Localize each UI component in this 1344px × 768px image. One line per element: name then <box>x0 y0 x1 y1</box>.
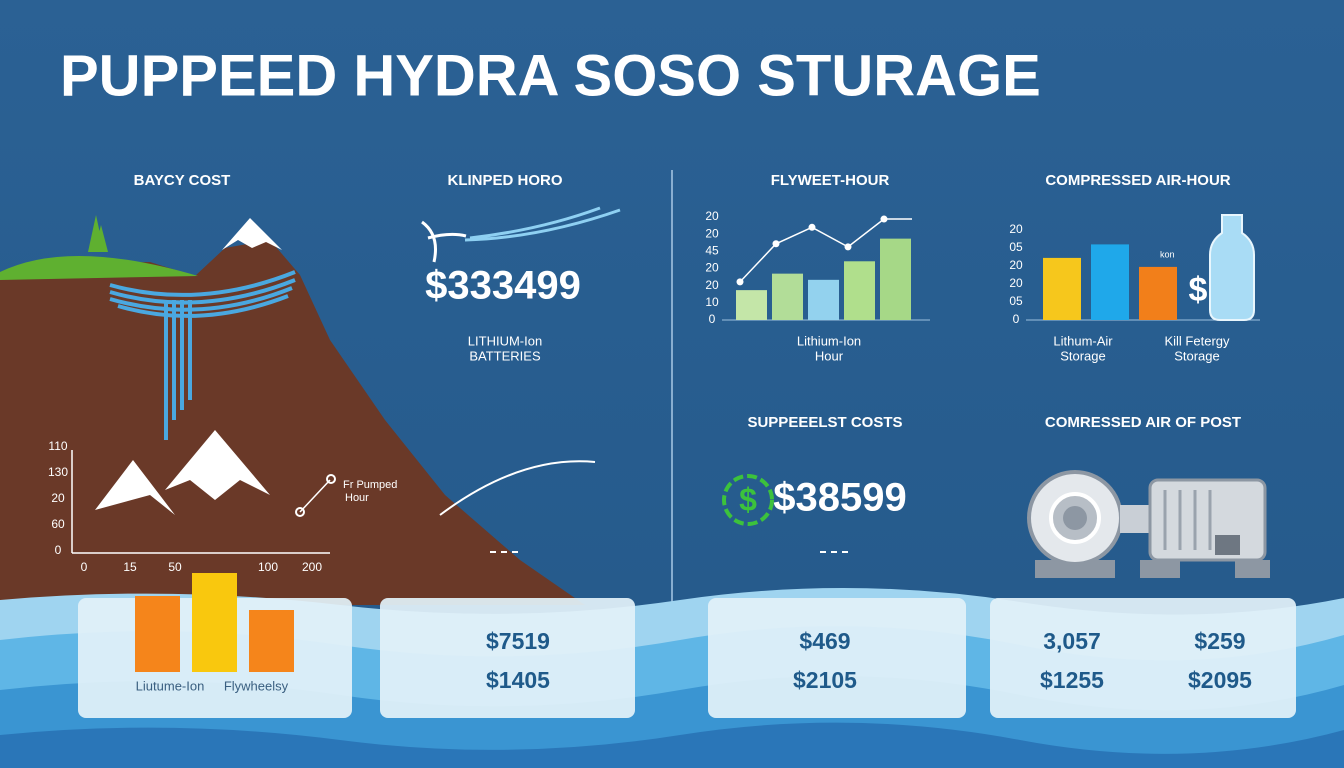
x-tick-label: 50 <box>168 560 182 574</box>
heading: COMRESSED AIR OF POST <box>1045 414 1241 431</box>
page-title: PUPPEED HYDRA SOSO STURAGE <box>60 43 1041 108</box>
big-value: $38599 <box>773 476 906 520</box>
card-value: $1255 <box>1040 667 1104 693</box>
trend-point <box>808 223 816 231</box>
heading: FLYWEET-HOUR <box>771 172 890 189</box>
card-value: $259 <box>1194 628 1245 654</box>
y-tick-label: 20 <box>705 278 719 292</box>
card-value: $7519 <box>486 628 550 654</box>
y-tick-label: 60 <box>51 517 65 531</box>
bar <box>844 261 875 320</box>
caption: Lithium-Ion <box>797 333 861 348</box>
bar-label: Flywheelsy <box>224 678 289 693</box>
card-value: $1405 <box>486 667 550 693</box>
bar <box>808 279 839 320</box>
y-tick-label: 05 <box>1009 294 1023 308</box>
note: kon <box>1160 249 1175 259</box>
mountain <box>0 170 850 612</box>
card-value: $469 <box>799 628 850 654</box>
y-tick-label: 0 <box>709 312 716 326</box>
y-tick-label: 20 <box>705 226 719 240</box>
bar <box>1139 266 1177 320</box>
heading: SUPPEEELST COSTS <box>747 414 902 431</box>
bar-label: Liutume-Ion <box>136 678 205 693</box>
caption: Lithum-Air <box>1053 333 1113 348</box>
dollar-icon-label: $ <box>739 481 757 517</box>
y-tick-label: 20 <box>705 261 719 275</box>
trend-point <box>736 278 744 286</box>
trend-point <box>772 240 780 248</box>
y-tick-label: 10 <box>705 295 719 309</box>
bar <box>736 290 767 320</box>
card-value: 3,057 <box>1043 628 1101 654</box>
caption: Hour <box>815 348 844 363</box>
y-tick-label: 45 <box>705 244 719 258</box>
trend-point <box>880 215 888 223</box>
caption: BATTERIES <box>469 348 541 363</box>
big-value: $333499 <box>425 264 581 308</box>
x-tick-label: 15 <box>123 560 137 574</box>
bar <box>1043 257 1081 320</box>
y-tick-label: 0 <box>1013 312 1020 326</box>
caption: Storage <box>1174 348 1220 363</box>
caption: Storage <box>1060 348 1106 363</box>
dollar-icon <box>722 474 774 526</box>
card-value: $2105 <box>793 667 857 693</box>
heading: COMPRESSED AIR-HOUR <box>1045 172 1230 189</box>
y-tick-label: 20 <box>705 209 719 223</box>
bar <box>772 273 803 320</box>
x-tick-label: 100 <box>258 560 278 574</box>
card-value: $2095 <box>1188 667 1252 693</box>
caption: LITHIUM-Ion <box>468 333 542 348</box>
y-tick-label: 05 <box>1009 240 1023 254</box>
annotation: Fr Pumped <box>343 479 397 491</box>
caption: Kill Fetergy <box>1164 333 1230 348</box>
y-tick-label: 130 <box>48 465 68 479</box>
bar <box>249 610 294 672</box>
y-tick-label: 20 <box>1009 222 1023 236</box>
dollar-sign: $ <box>1189 271 1208 309</box>
annotation: Hour <box>345 492 369 504</box>
compressor-illustration <box>1027 470 1270 578</box>
y-tick-label: 0 <box>55 543 62 557</box>
heading: BAYCY COST <box>134 172 231 189</box>
y-tick-label: 20 <box>1009 258 1023 272</box>
bar <box>192 573 237 672</box>
bar <box>1091 244 1129 320</box>
y-tick-label: 110 <box>48 439 67 453</box>
heading: KLINPED HORO <box>447 172 562 189</box>
trend-line <box>739 218 912 283</box>
bottle <box>1209 214 1255 321</box>
x-tick-label: 200 <box>302 560 322 574</box>
x-tick-label: 0 <box>81 560 88 574</box>
y-tick-label: 20 <box>1009 276 1023 290</box>
bar <box>135 596 180 672</box>
trend-point <box>844 243 852 251</box>
bar <box>880 238 911 320</box>
y-tick-label: 20 <box>51 491 65 505</box>
